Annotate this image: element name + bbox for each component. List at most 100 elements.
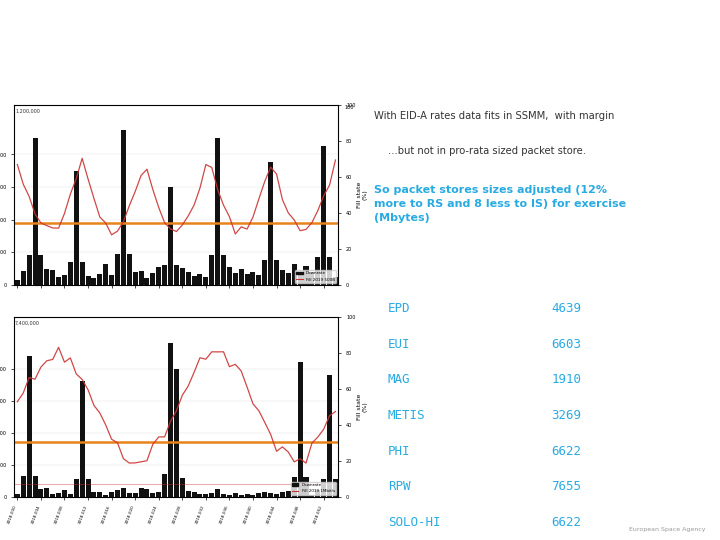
Bar [38, 489, 43, 497]
Bar [103, 495, 108, 497]
Text: 4639: 4639 [552, 302, 582, 315]
Bar [180, 477, 185, 497]
Bar [233, 273, 238, 285]
Bar [50, 494, 55, 497]
Bar [203, 277, 208, 285]
Bar [68, 262, 73, 285]
Bar [38, 255, 43, 285]
Bar [221, 494, 226, 497]
Bar [21, 272, 26, 285]
Bar [268, 492, 273, 497]
Bar [150, 494, 156, 497]
Text: 1910: 1910 [552, 373, 582, 386]
Bar [251, 272, 256, 285]
Bar [156, 267, 161, 285]
Bar [227, 267, 232, 285]
Bar [73, 171, 78, 285]
Bar [21, 476, 26, 497]
Bar [86, 480, 91, 497]
Bar [168, 343, 173, 497]
Bar [239, 269, 243, 285]
Bar [239, 495, 243, 497]
Bar [27, 255, 32, 285]
Bar [274, 494, 279, 497]
Bar [109, 274, 114, 285]
Bar [156, 492, 161, 497]
Bar [62, 275, 67, 285]
Bar [62, 490, 67, 497]
Bar [127, 254, 132, 285]
Bar [180, 268, 185, 285]
Bar [174, 265, 179, 285]
Bar [251, 495, 256, 497]
Bar [197, 274, 202, 285]
Text: So packet stores sizes adjusted (12%
more to RS and 8 less to IS) for exercise
(: So packet stores sizes adjusted (12% mor… [374, 185, 626, 224]
Bar [86, 275, 91, 285]
Bar [50, 270, 55, 285]
Bar [56, 277, 61, 285]
Bar [256, 493, 261, 497]
Bar [297, 275, 302, 285]
Bar [186, 272, 191, 285]
Bar [315, 257, 320, 285]
Legend: Downrate, Fill 2019 1Mbit/s: Downrate, Fill 2019 1Mbit/s [291, 482, 336, 495]
Bar [97, 492, 102, 497]
Bar [327, 375, 332, 497]
Bar [310, 495, 315, 497]
Bar [192, 491, 197, 497]
Circle shape [472, 28, 720, 68]
Text: ◔: ◔ [608, 35, 630, 59]
Bar [203, 494, 208, 497]
Text: MAG: MAG [388, 373, 410, 386]
Text: PHI: PHI [388, 444, 410, 457]
Text: European Space Agency: European Space Agency [629, 528, 706, 532]
Text: METIS: METIS [388, 409, 426, 422]
Text: 6622: 6622 [552, 444, 582, 457]
Bar [262, 260, 267, 285]
Bar [174, 368, 179, 497]
Bar [121, 488, 126, 497]
Bar [32, 476, 37, 497]
Text: EPD: EPD [388, 302, 410, 315]
Bar [286, 490, 291, 497]
Bar [109, 492, 114, 497]
Bar [321, 146, 326, 285]
Bar [91, 492, 96, 497]
Text: With EID-A rates data fits in SSMM,  with margin: With EID-A rates data fits in SSMM, with… [374, 111, 614, 121]
Bar [45, 269, 49, 285]
Bar [262, 492, 267, 497]
Text: esa: esa [644, 38, 688, 58]
Bar [132, 272, 138, 285]
Bar [115, 490, 120, 497]
Text: ...but not in pro-rata sized packet store.: ...but not in pro-rata sized packet stor… [388, 146, 586, 156]
Bar [80, 381, 85, 497]
Bar [15, 494, 20, 497]
Bar [121, 130, 126, 285]
Text: Reminder October 2018 – Option E: Reminder October 2018 – Option E [18, 62, 356, 80]
Bar [227, 495, 232, 497]
Text: SOLO-HI: SOLO-HI [388, 516, 441, 529]
Bar [286, 273, 291, 285]
Bar [256, 274, 261, 285]
Text: 3269: 3269 [552, 409, 582, 422]
Bar [97, 274, 102, 285]
Text: 6622: 6622 [552, 516, 582, 529]
Bar [304, 266, 308, 285]
Text: 1,200,000: 1,200,000 [15, 109, 40, 114]
Bar [245, 274, 250, 285]
Bar [32, 138, 37, 285]
Bar [333, 277, 338, 285]
Bar [115, 254, 120, 285]
Bar [297, 362, 302, 497]
Bar [27, 356, 32, 497]
Bar [138, 489, 143, 497]
Bar [292, 265, 297, 285]
Legend: Downrate, Fill 2019 500B: Downrate, Fill 2019 500B [295, 270, 336, 283]
Bar [150, 273, 156, 285]
Bar [274, 260, 279, 285]
Bar [15, 280, 20, 285]
Bar [333, 478, 338, 497]
Text: 7655: 7655 [552, 480, 582, 493]
Bar [210, 255, 215, 285]
Bar [132, 494, 138, 497]
